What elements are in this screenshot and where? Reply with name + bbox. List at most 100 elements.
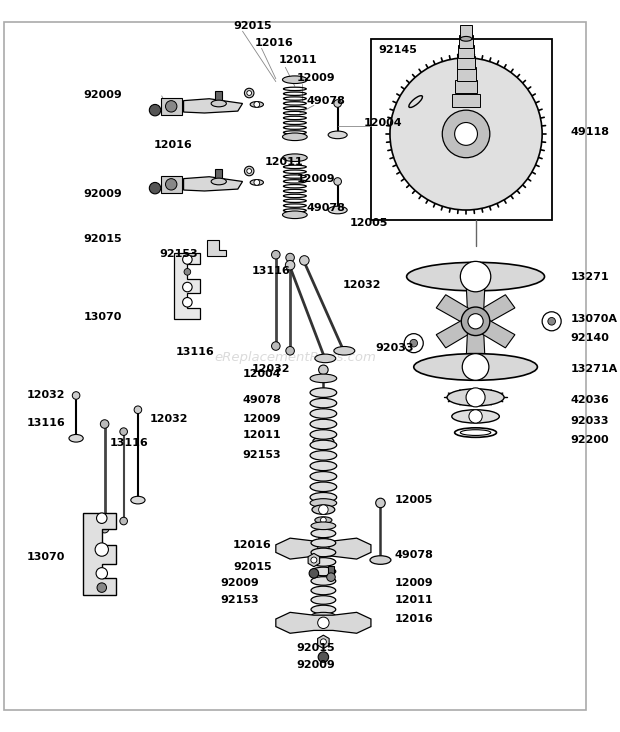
Bar (161, 98, 182, 115)
Text: 12032: 12032 (27, 390, 65, 400)
Bar (460, 26, 472, 39)
Circle shape (319, 532, 328, 542)
Ellipse shape (131, 496, 145, 504)
Circle shape (317, 617, 329, 629)
Text: 12011: 12011 (395, 595, 433, 605)
Text: 12009: 12009 (297, 72, 335, 83)
Circle shape (272, 342, 280, 351)
Ellipse shape (311, 613, 336, 620)
Circle shape (454, 122, 477, 146)
Circle shape (149, 105, 161, 116)
Ellipse shape (310, 498, 337, 507)
Circle shape (442, 110, 490, 157)
Ellipse shape (311, 529, 336, 538)
Circle shape (247, 91, 252, 95)
Ellipse shape (328, 206, 347, 214)
Text: 92153: 92153 (221, 595, 259, 605)
Circle shape (96, 567, 107, 579)
Text: 12011: 12011 (278, 55, 317, 64)
Text: 12016: 12016 (154, 141, 193, 150)
Text: 92200: 92200 (570, 436, 609, 445)
Text: 92033: 92033 (570, 417, 609, 426)
Ellipse shape (310, 398, 337, 408)
Ellipse shape (311, 558, 336, 567)
Ellipse shape (310, 374, 337, 383)
Circle shape (244, 166, 254, 176)
Polygon shape (276, 538, 371, 559)
Circle shape (376, 498, 385, 508)
Ellipse shape (311, 548, 336, 557)
Ellipse shape (310, 493, 337, 502)
Text: 13116: 13116 (109, 438, 148, 448)
Ellipse shape (312, 505, 335, 515)
Circle shape (166, 179, 177, 190)
Bar (320, 526, 327, 537)
Circle shape (321, 518, 326, 523)
Circle shape (254, 102, 260, 108)
Circle shape (247, 168, 252, 173)
Bar (215, 169, 222, 179)
Ellipse shape (460, 37, 472, 41)
Text: 92015: 92015 (297, 643, 335, 652)
Circle shape (319, 365, 328, 375)
Ellipse shape (310, 461, 337, 471)
Text: 49078: 49078 (306, 96, 345, 105)
Circle shape (542, 312, 561, 331)
Ellipse shape (310, 451, 337, 460)
Ellipse shape (311, 605, 336, 613)
Polygon shape (174, 253, 200, 319)
Ellipse shape (311, 586, 336, 594)
Ellipse shape (211, 178, 226, 184)
Ellipse shape (311, 596, 336, 604)
Bar (454, 80, 477, 93)
Text: 13070: 13070 (27, 552, 65, 562)
Circle shape (327, 573, 335, 581)
Circle shape (134, 406, 142, 414)
Polygon shape (436, 295, 479, 328)
Ellipse shape (283, 154, 308, 162)
Circle shape (120, 518, 128, 525)
Text: 92153: 92153 (242, 450, 281, 460)
Text: 92033: 92033 (376, 343, 414, 353)
Text: eReplacementParts.com: eReplacementParts.com (214, 351, 376, 364)
Circle shape (100, 524, 109, 533)
Text: 12005: 12005 (395, 495, 433, 505)
Circle shape (73, 392, 80, 399)
Circle shape (460, 261, 491, 292)
Ellipse shape (310, 419, 337, 429)
Circle shape (317, 543, 329, 554)
Bar (458, 56, 475, 70)
Ellipse shape (250, 102, 264, 108)
Text: 13116: 13116 (176, 347, 215, 356)
Ellipse shape (315, 354, 336, 362)
Ellipse shape (310, 471, 337, 481)
Bar (161, 176, 182, 193)
Ellipse shape (310, 440, 337, 449)
Ellipse shape (311, 577, 336, 586)
Text: 12004: 12004 (242, 369, 281, 378)
Circle shape (334, 178, 342, 185)
Ellipse shape (310, 430, 337, 439)
Text: 92145: 92145 (379, 45, 417, 55)
Circle shape (272, 250, 280, 259)
Circle shape (120, 427, 128, 436)
Ellipse shape (69, 435, 83, 442)
Ellipse shape (283, 211, 308, 219)
Ellipse shape (283, 76, 308, 83)
Ellipse shape (454, 427, 497, 437)
Bar (327, 567, 334, 577)
Ellipse shape (310, 408, 337, 418)
Bar (458, 45, 474, 58)
Bar (452, 94, 480, 108)
Ellipse shape (414, 354, 538, 380)
Circle shape (183, 297, 192, 307)
Ellipse shape (334, 346, 355, 355)
Ellipse shape (311, 522, 336, 529)
Text: 92015: 92015 (233, 21, 272, 31)
Circle shape (390, 58, 542, 210)
Text: 12009: 12009 (242, 414, 281, 425)
Circle shape (468, 314, 483, 329)
Circle shape (299, 255, 309, 265)
Text: 12009: 12009 (297, 173, 335, 184)
Text: 12005: 12005 (350, 218, 388, 228)
